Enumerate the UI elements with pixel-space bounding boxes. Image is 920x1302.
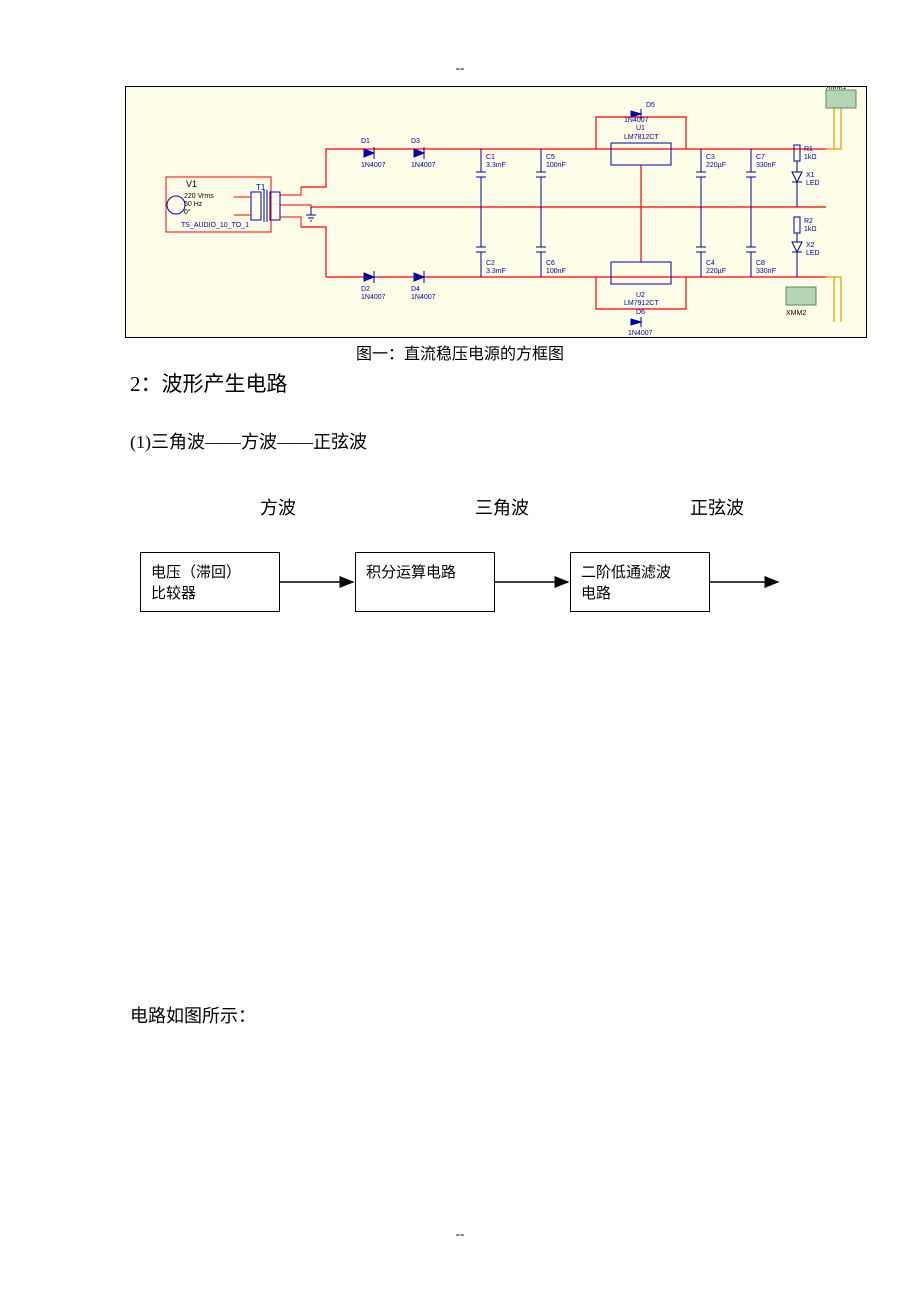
transformer-model: TS_AUDIO_10_TO_1 — [181, 222, 249, 229]
c1-label: C1 — [486, 154, 495, 161]
d3-label: D3 — [411, 138, 420, 145]
wave-label-triangle: 三角波 — [475, 494, 529, 520]
d2-model: 1N4007 — [361, 294, 386, 301]
c7-label: C7 — [756, 154, 765, 161]
c4-val: 220µF — [706, 268, 726, 275]
d5-label: D5 — [646, 102, 655, 109]
x2-type: LED — [806, 250, 820, 257]
c4-label: C4 — [706, 260, 715, 267]
c8-val: 330nF — [756, 268, 776, 275]
r1-val: 1kΩ — [804, 154, 817, 161]
flow-box-lowpass: 二阶低通滤波 电路 — [570, 552, 710, 612]
flow-box1-line1: 电压（滞回） — [151, 565, 241, 581]
c3-label: C3 — [706, 154, 715, 161]
xmm1-label: XMM1 — [826, 87, 846, 91]
flow-box3-line1: 二阶低通滤波 — [581, 565, 671, 581]
flow-box1-line2: 比较器 — [151, 586, 196, 602]
page-top-marker: -- — [130, 60, 790, 76]
c5-label: C5 — [546, 154, 555, 161]
flow-box2-text: 积分运算电路 — [366, 565, 456, 581]
wave-label-sine: 正弦波 — [690, 494, 744, 520]
d5-model: 1N4007 — [624, 117, 649, 124]
document-page: -- — [0, 0, 920, 1302]
d1-model: 1N4007 — [361, 162, 386, 169]
d6-model: 1N4007 — [628, 330, 653, 337]
r2-label: R2 — [804, 218, 813, 225]
section-2-heading: 2：波形产生电路 — [130, 368, 790, 398]
wave-label-square: 方波 — [260, 494, 296, 520]
u2-model: LM7912CT — [624, 300, 659, 307]
source-phase: 0° — [184, 208, 191, 216]
d4-model: 1N4007 — [411, 294, 436, 301]
page-bottom-marker: -- — [0, 1226, 920, 1242]
subsection-1-heading: (1)三角波——方波——正弦波 — [130, 428, 790, 454]
c8-label: C8 — [756, 260, 765, 267]
source-vrms: 220 Vrms — [184, 193, 214, 200]
c7-val: 330nF — [756, 162, 776, 169]
circuit-schematic-figure: V1 220 Vrms 50 Hz 0° TS_AUDIO_10_TO_1 T1… — [125, 86, 867, 338]
c5-val: 100nF — [546, 162, 566, 169]
c3-val: 220µF — [706, 162, 726, 169]
d2-label: D2 — [361, 286, 370, 293]
x1-type: LED — [806, 180, 820, 187]
source-v-label: V1 — [186, 179, 197, 189]
c2-val: 3.3mF — [486, 268, 506, 275]
c2-label: C2 — [486, 260, 495, 267]
d6-label: D6 — [636, 309, 645, 316]
c1-val: 3.3mF — [486, 162, 506, 169]
r1-label: R1 — [804, 146, 813, 153]
source-freq: 50 Hz — [184, 201, 203, 208]
figure-1-caption: 图一：直流稳压电源的方框图 — [130, 340, 790, 364]
body-text-circuit-shown: 电路如图所示： — [130, 1002, 790, 1028]
u1-label: U1 — [636, 125, 645, 132]
d3-model: 1N4007 — [411, 162, 436, 169]
wave-labels-row: 方波 三角波 正弦波 — [130, 494, 790, 522]
u1-model: LM7812CT — [624, 134, 659, 141]
flow-box-comparator: 电压（滞回） 比较器 — [140, 552, 280, 612]
x1-label: X1 — [806, 172, 815, 179]
flow-box-integrator: 积分运算电路 — [355, 552, 495, 612]
c6-label: C6 — [546, 260, 555, 267]
c6-val: 100nF — [546, 268, 566, 275]
d4-label: D4 — [411, 286, 420, 293]
circuit-svg: V1 220 Vrms 50 Hz 0° TS_AUDIO_10_TO_1 T1… — [126, 87, 866, 337]
flow-box3-line2: 电路 — [581, 586, 611, 602]
xmm2-label: XMM2 — [786, 310, 806, 317]
d1-label: D1 — [361, 138, 370, 145]
u2-label: U2 — [636, 292, 645, 299]
flowchart: 电压（滞回） 比较器 积分运算电路 二阶低通滤波 电路 — [140, 552, 800, 642]
x2-label: X2 — [806, 242, 815, 249]
r2-val: 1kΩ — [804, 226, 817, 233]
